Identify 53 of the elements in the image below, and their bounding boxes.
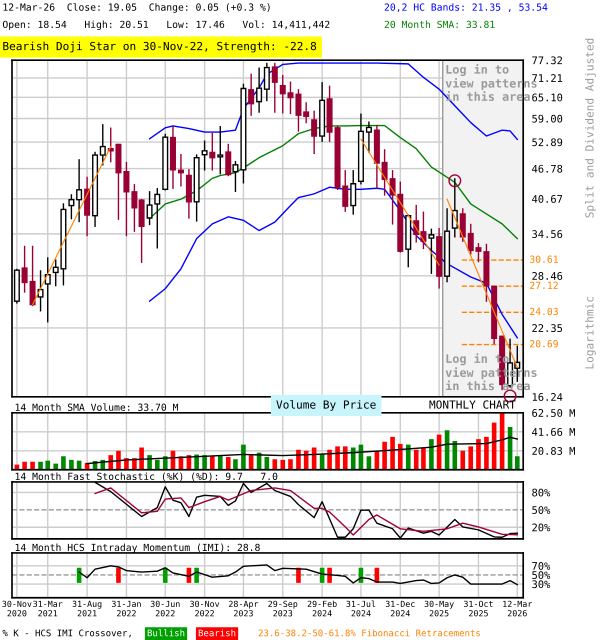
text: 23.6-38.2-50-61.8% Fibonacci Retracements bbox=[258, 629, 480, 636]
y-tick-label: 62.50 M bbox=[532, 409, 575, 417]
x-tick-label: 31-Jan 2022 bbox=[112, 600, 141, 616]
y-tick-label: 16.24 bbox=[532, 393, 562, 401]
chart-title: 14 Month SMA Volume: 33.70 M bbox=[16, 403, 178, 411]
text: Volume By Price bbox=[276, 400, 376, 411]
text: MONTHLY CHART bbox=[429, 400, 516, 409]
x-tick-label: 12-Mar 2026 bbox=[503, 600, 532, 616]
y-tick-label: 70% bbox=[532, 562, 550, 570]
y-tick-label: 65.10 bbox=[532, 94, 562, 102]
y-tick-label: 22.35 bbox=[532, 324, 562, 332]
x-tick-label: 29-Feb 2024 bbox=[308, 600, 337, 616]
text: Split and Dividend Adjusted bbox=[584, 38, 596, 218]
text: % K - HCS IMI Crossover, bbox=[2, 630, 131, 638]
chart-title: 14 Month HCS Intraday Momentum (IMI): 28.8 bbox=[16, 544, 260, 553]
y-tick-label: 50% bbox=[532, 506, 550, 514]
x-tick-label: 31-Dec 2024 bbox=[386, 600, 415, 616]
y-tick-label: 28.46 bbox=[532, 272, 562, 280]
x-tick-label: 31-Aug 2021 bbox=[72, 600, 102, 616]
x-tick-label: 28-Apr 2023 bbox=[228, 600, 258, 616]
x-tick-label: 30-May 2025 bbox=[424, 600, 454, 616]
text: Logarithmic bbox=[584, 296, 596, 368]
y-tick-label: 77.32 bbox=[532, 56, 562, 64]
y-tick-label: 20.83 M bbox=[532, 447, 575, 455]
y-tick-label: 50% bbox=[532, 571, 550, 580]
y-tick-label: 30% bbox=[532, 580, 550, 588]
text: Bearish bbox=[198, 629, 236, 636]
text: 20 Month SMA: 33.81 bbox=[384, 20, 495, 28]
chart-title: 12-Mar-26 Close: 19.05 Change: 0.05 (+0.3 %) bbox=[4, 3, 270, 13]
ref-line-label: 30.61 bbox=[530, 256, 558, 263]
x-tick-label: 31-Mar 2021 bbox=[33, 600, 62, 616]
chart-title: 14 Month Fast Stochastic (%K) (%D): 9.7 7.0 bbox=[16, 472, 278, 482]
ref-line-label: 20.69 bbox=[530, 340, 558, 348]
y-tick-label: 41.66 M bbox=[532, 428, 575, 436]
y-tick-label: 46.78 bbox=[532, 164, 562, 173]
text: 20,2 HC Bands: 21.35 , 53.54 bbox=[384, 3, 548, 12]
y-tick-label: 40.67 bbox=[532, 195, 562, 203]
y-tick-label: 20% bbox=[532, 524, 550, 532]
text: Bullish bbox=[148, 629, 184, 636]
ref-line-label: 24.03 bbox=[530, 308, 558, 316]
y-tick-label: 52.89 bbox=[532, 138, 562, 146]
y-tick-label: 59.00 bbox=[532, 114, 562, 123]
x-tick-label: 30-Nov 2020 bbox=[2, 600, 32, 616]
y-tick-label: 34.56 bbox=[532, 230, 562, 238]
text: Bearish Doji Star on 30-Nov-22, Strength: -22.8 bbox=[3, 42, 316, 52]
x-tick-label: 30-Nov 2022 bbox=[190, 600, 220, 616]
x-tick-label: 31-Jul 2024 bbox=[346, 600, 376, 616]
x-tick-label: 30-Jun 2022 bbox=[150, 600, 180, 616]
x-tick-label: 31-Oct 2025 bbox=[464, 600, 493, 616]
x-tick-label: 29-Sep 2023 bbox=[268, 600, 298, 616]
chart-subtitle: Open: 18.54 High: 20.51 Low: 17.46 Vol: 14,411,442 bbox=[2, 20, 330, 30]
ref-line-label: 27.12 bbox=[530, 282, 558, 289]
y-tick-label: 80% bbox=[532, 488, 550, 497]
